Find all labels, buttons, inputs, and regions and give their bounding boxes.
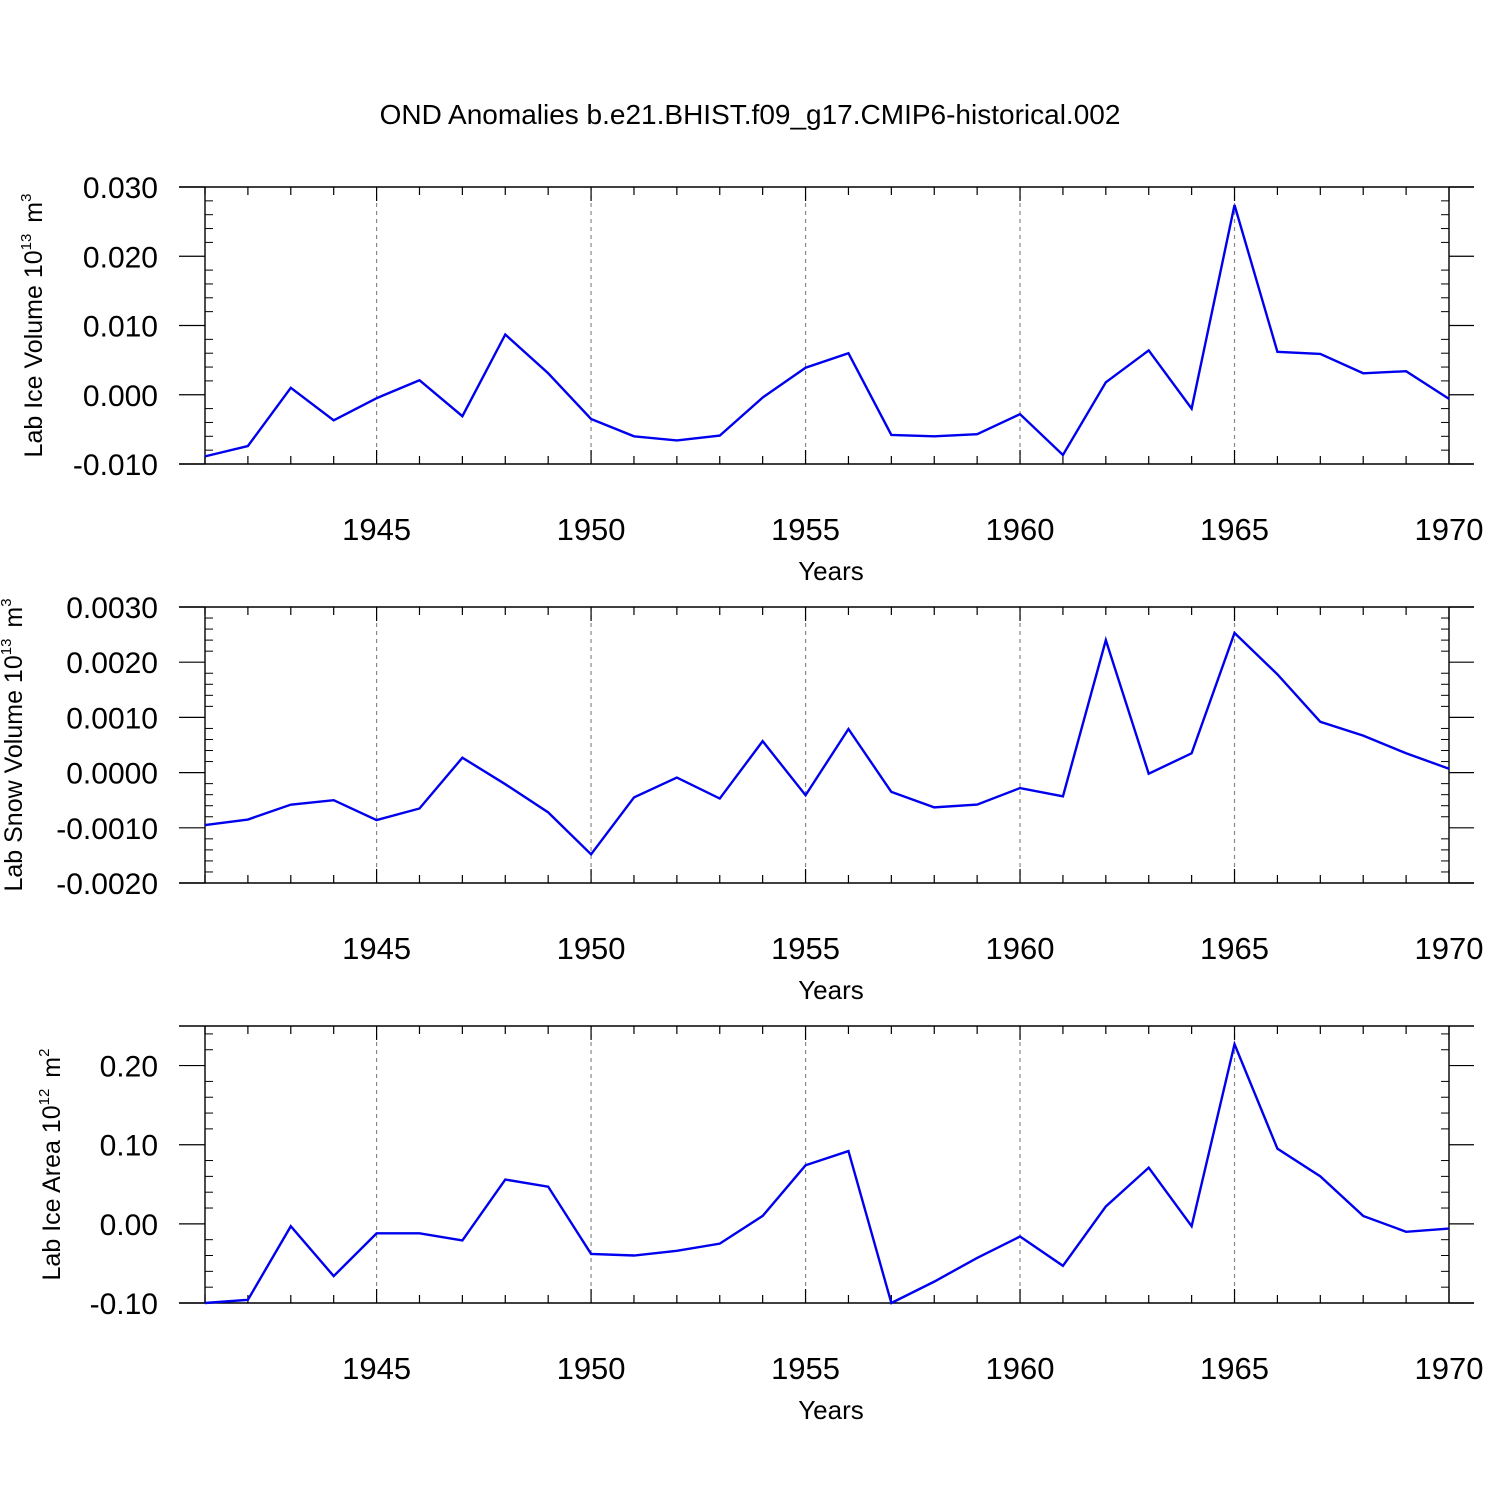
- y-axis-label: Lab Ice Area 1012 m2: [36, 1049, 66, 1281]
- y-tick-label: 0.0000: [66, 758, 158, 791]
- y-tick-label: -0.0010: [56, 813, 158, 846]
- x-tick-label: 1960: [986, 931, 1055, 966]
- series-line: [204, 630, 1450, 857]
- y-tick-label: 0.0010: [66, 702, 158, 735]
- x-tick-label: 1955: [771, 931, 840, 966]
- x-tick-label: 1960: [986, 512, 1055, 547]
- x-tick-label: 1965: [1200, 931, 1269, 966]
- x-tick-label: 1945: [342, 931, 411, 966]
- y-tick-label: 0.00: [100, 1209, 158, 1242]
- x-tick-label: 1955: [771, 1351, 840, 1386]
- y-tick-label: 0.20: [100, 1051, 158, 1084]
- x-tick-label: 1970: [1415, 931, 1484, 966]
- x-tick-label: 1965: [1200, 1351, 1269, 1386]
- y-tick-label: 0.020: [83, 241, 158, 274]
- x-axis-label: Years: [798, 975, 864, 1005]
- y-tick-label: 0.000: [83, 380, 158, 413]
- x-tick-label: 1970: [1415, 1351, 1484, 1386]
- x-tick-label: 1955: [771, 512, 840, 547]
- y-tick-label: 0.010: [83, 311, 158, 344]
- figure-title: OND Anomalies b.e21.BHIST.f09_g17.CMIP6-…: [380, 99, 1121, 130]
- x-tick-label: 1945: [342, 512, 411, 547]
- series-line: [204, 1040, 1450, 1305]
- x-axis-label: Years: [798, 556, 864, 586]
- y-tick-label: -0.0020: [56, 868, 158, 901]
- panel-1: 1945 1950 1955 1960 1965 1970 Years -0.010 0.000…: [18, 172, 1483, 586]
- y-tick-label: 0.0020: [66, 647, 158, 680]
- y-tick-label: -0.10: [90, 1288, 158, 1321]
- panel-2: 1945 1950 1955 1960 1965 1970 Years -0.0020 -0.0…: [0, 592, 1483, 1005]
- y-tick-label: 0.030: [83, 172, 158, 205]
- x-tick-label: 1970: [1415, 512, 1484, 547]
- y-tick-label: 0.10: [100, 1130, 158, 1163]
- y-axis-label: Lab Ice Volume 1013 m3: [18, 194, 48, 458]
- x-axis-label: Years: [798, 1395, 864, 1425]
- x-tick-label: 1950: [557, 512, 626, 547]
- y-tick-label: -0.010: [73, 449, 158, 482]
- y-tick-label: 0.0030: [66, 592, 158, 625]
- y-axis-label: Lab Snow Volume 1013 m3: [0, 598, 28, 891]
- panel-3: 1945 1950 1955 1960 1965 1970 Years -0.10 0.00 0.…: [36, 1025, 1484, 1425]
- series-line: [204, 204, 1450, 458]
- x-tick-label: 1960: [986, 1351, 1055, 1386]
- x-tick-label: 1945: [342, 1351, 411, 1386]
- x-tick-label: 1950: [557, 931, 626, 966]
- x-tick-label: 1965: [1200, 512, 1269, 547]
- x-tick-label: 1950: [557, 1351, 626, 1386]
